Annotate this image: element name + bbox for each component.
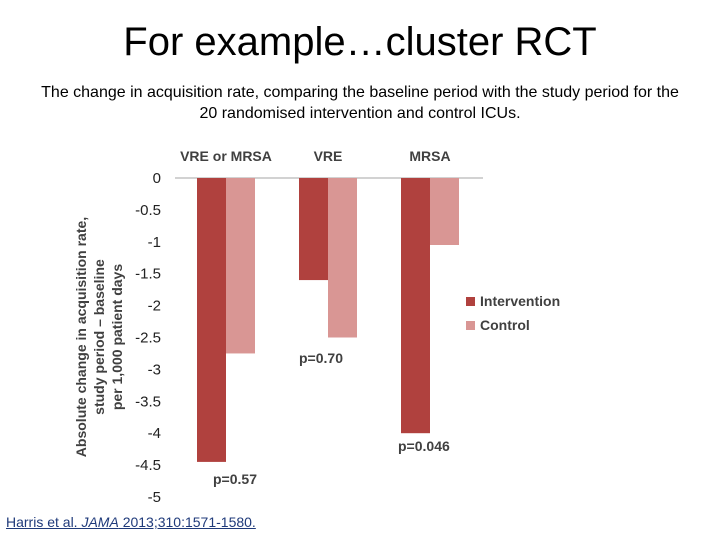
- slide-title: For example…cluster RCT: [123, 20, 597, 64]
- y-tick-label: -1: [148, 234, 161, 251]
- y-tick-label: -4.5: [135, 457, 161, 474]
- bar-intervention: [401, 178, 430, 434]
- p-value-annotation: p=0.57: [213, 471, 257, 487]
- category-label: VRE: [314, 148, 343, 164]
- y-tick-label: -4: [148, 425, 161, 442]
- legend-swatch: [466, 321, 475, 330]
- category-label: MRSA: [409, 148, 450, 164]
- bar-intervention: [299, 178, 328, 281]
- y-tick-label: -0.5: [135, 202, 161, 219]
- citation-journal: JAMA: [81, 514, 119, 530]
- p-value-annotation: p=0.046: [398, 438, 450, 454]
- bar-control: [226, 178, 255, 354]
- citation-link[interactable]: Harris et al. JAMA 2013;310:1571-1580.: [6, 514, 256, 530]
- bar-intervention: [197, 178, 226, 462]
- y-tick-label: 0: [153, 170, 161, 187]
- legend-label: Intervention: [480, 293, 560, 309]
- category-label: VRE or MRSA: [180, 148, 272, 164]
- legend-swatch: [466, 297, 475, 306]
- y-axis-title-line: per 1,000 patient days: [109, 264, 125, 411]
- y-axis-title-line: Absolute change in acquisition rate,: [73, 217, 89, 457]
- y-tick-label: -1.5: [135, 266, 161, 283]
- bar-control: [430, 178, 459, 245]
- bar-control: [328, 178, 357, 338]
- citation-details: 2013;310:1571-1580.: [118, 514, 256, 530]
- citation-authors: Harris et al.: [6, 514, 82, 530]
- p-value-annotation: p=0.70: [299, 350, 343, 366]
- y-tick-label: -2: [148, 298, 161, 315]
- y-tick-label: -2.5: [135, 330, 161, 347]
- y-axis-title-line: study period – baseline: [91, 259, 107, 415]
- y-tick-label: -3.5: [135, 393, 161, 410]
- y-tick-label: -5: [148, 489, 161, 506]
- legend-label: Control: [480, 317, 530, 333]
- slide-subtitle: The change in acquisition rate, comparin…: [41, 84, 679, 122]
- y-tick-label: -3: [148, 361, 161, 378]
